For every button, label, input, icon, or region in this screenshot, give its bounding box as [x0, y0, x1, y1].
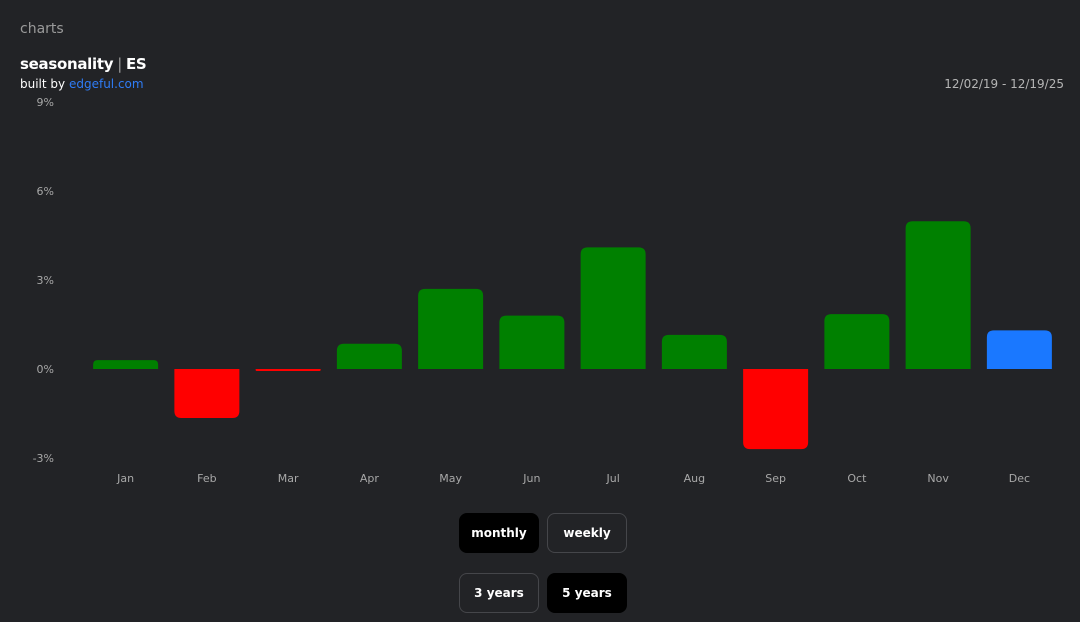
seasonality-bar-chart: 9% 6% 3% 0% -3% Jan Feb Mar Apr May Jun Jul Aug Sep Oc… — [33, 96, 1052, 485]
x-tick-label: Jun — [522, 472, 540, 485]
chart-title: seasonality | ES — [20, 55, 147, 73]
bar-apr[interactable] — [336, 343, 402, 369]
x-tick-label: Oct — [847, 472, 867, 485]
bar-jul[interactable] — [580, 247, 646, 369]
bar-dec[interactable] — [986, 330, 1052, 369]
x-tick-label: Apr — [360, 472, 380, 485]
x-tick-label: Sep — [765, 472, 786, 485]
bar-jan[interactable] — [93, 360, 159, 369]
bar-may[interactable] — [418, 288, 484, 369]
bar-oct[interactable] — [824, 314, 890, 369]
x-tick-label: Feb — [197, 472, 216, 485]
monthly-button[interactable]: monthly — [459, 513, 539, 553]
bar-nov[interactable] — [905, 221, 971, 369]
bar-aug[interactable] — [661, 334, 727, 369]
y-tick-label: 6% — [37, 185, 54, 198]
five-years-button[interactable]: 5 years — [547, 573, 627, 613]
byline-prefix: built by — [20, 77, 66, 91]
y-tick-label: -3% — [33, 452, 54, 465]
three-years-button[interactable]: 3 years — [459, 573, 539, 613]
title-symbol: ES — [125, 55, 147, 73]
date-range: 12/02/19 - 12/19/25 — [944, 77, 1064, 91]
y-tick-label: 0% — [37, 363, 54, 376]
edgeful-link[interactable]: edgeful.com — [68, 77, 144, 91]
bar-sep[interactable] — [743, 369, 809, 450]
x-tick-label: Mar — [278, 472, 299, 485]
y-tick-label: 3% — [37, 274, 54, 287]
x-tick-label: May — [439, 472, 462, 485]
bar-feb[interactable] — [174, 369, 240, 418]
y-tick-label: 9% — [37, 96, 54, 109]
title-separator: | — [117, 55, 122, 73]
x-tick-label: Aug — [684, 472, 705, 485]
bar-mar[interactable] — [255, 369, 321, 371]
weekly-button[interactable]: weekly — [547, 513, 627, 553]
title-main: seasonality — [20, 55, 114, 73]
section-label: charts — [20, 21, 64, 37]
byline: built by edgeful.com — [20, 77, 144, 91]
x-tick-label: Jan — [116, 472, 134, 485]
bar-jun[interactable] — [499, 315, 565, 369]
x-tick-label: Dec — [1009, 472, 1030, 485]
x-tick-label: Jul — [605, 472, 619, 485]
x-tick-label: Nov — [927, 472, 949, 485]
